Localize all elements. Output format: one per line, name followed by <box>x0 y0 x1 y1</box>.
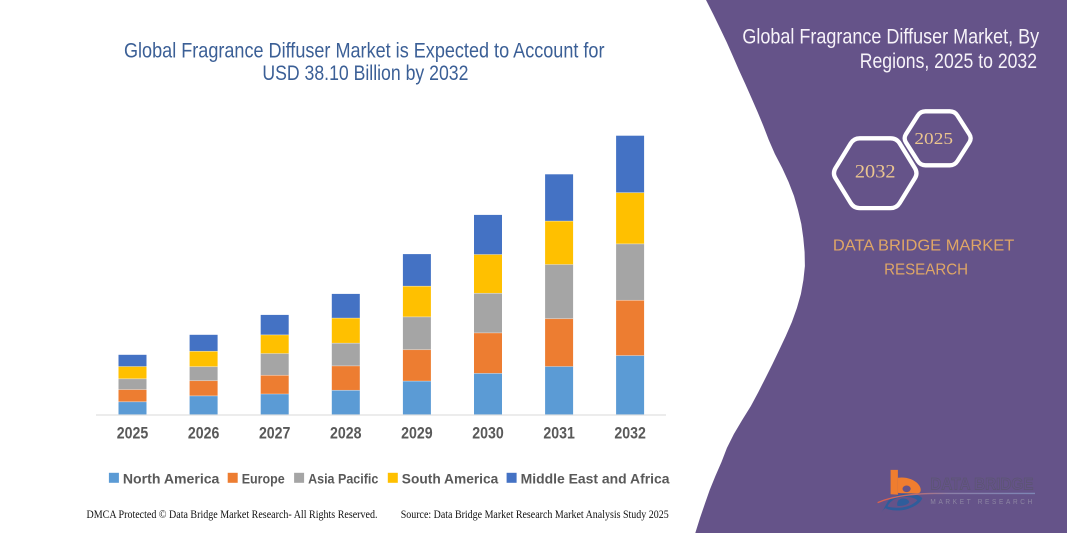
svg-text:2025: 2025 <box>117 425 149 443</box>
svg-text:Global Fragrance Diffuser Mark: Global Fragrance Diffuser Market, By <box>742 24 1039 48</box>
svg-text:2030: 2030 <box>472 425 504 443</box>
svg-text:2032: 2032 <box>855 163 896 183</box>
svg-text:Regions, 2025 to 2032: Regions, 2025 to 2032 <box>860 49 1037 73</box>
svg-text:North America: North America <box>123 470 220 486</box>
svg-text:Source: Data Bridge Market Res: Source: Data Bridge Market Research Mark… <box>401 509 669 521</box>
svg-text:South America: South America <box>402 470 499 486</box>
svg-text:Asia Pacific: Asia Pacific <box>308 470 378 486</box>
svg-text:USD 38.10 Billion by 2032: USD 38.10 Billion by 2032 <box>262 61 468 85</box>
svg-text:DATA BRIDGE MARKET: DATA BRIDGE MARKET <box>833 238 1015 255</box>
svg-text:Middle East and Africa: Middle East and Africa <box>521 470 670 486</box>
svg-text:2031: 2031 <box>543 425 575 443</box>
svg-text:Europe: Europe <box>242 470 285 486</box>
svg-text:Global Fragrance Diffuser Mark: Global Fragrance Diffuser Market is Expe… <box>124 38 605 62</box>
svg-text:DMCA Protected © Data Bridge M: DMCA Protected © Data Bridge Market Rese… <box>87 509 378 521</box>
svg-text:2028: 2028 <box>330 425 362 443</box>
svg-text:2025: 2025 <box>914 129 953 148</box>
svg-text:2029: 2029 <box>401 425 433 443</box>
svg-text:2027: 2027 <box>259 425 291 443</box>
svg-text:MARKET RESEARCH: MARKET RESEARCH <box>930 497 1035 506</box>
svg-text:2032: 2032 <box>614 425 646 443</box>
svg-text:DATA BRIDGE: DATA BRIDGE <box>930 475 1033 494</box>
svg-text:RESEARCH: RESEARCH <box>884 261 968 278</box>
svg-text:2026: 2026 <box>188 425 220 443</box>
